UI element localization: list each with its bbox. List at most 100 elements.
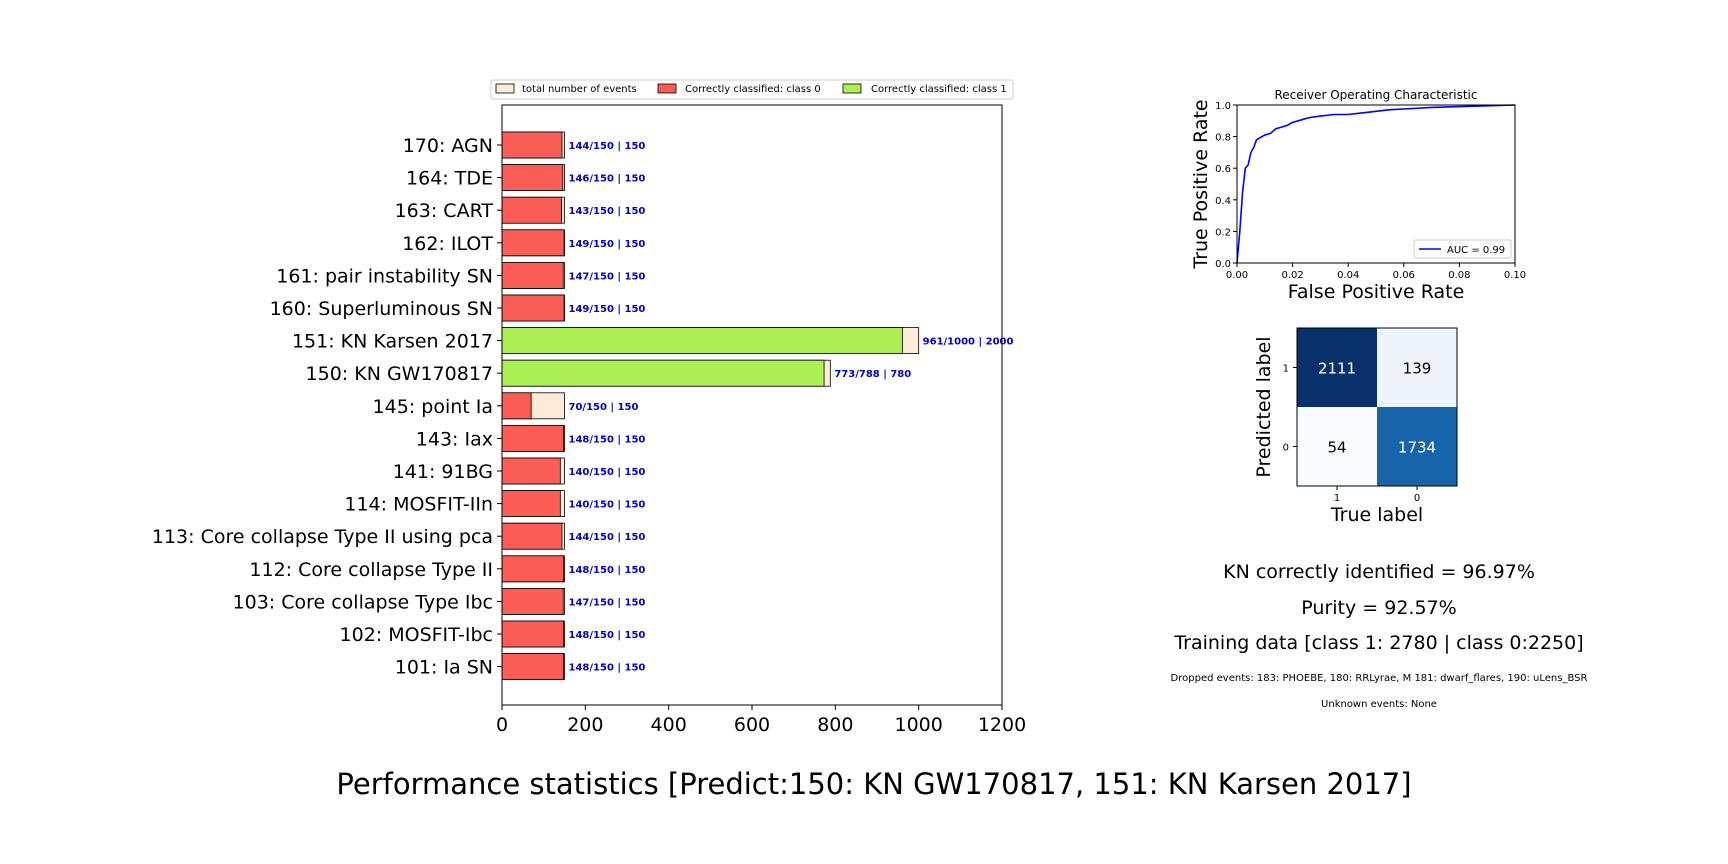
bar-class0 [501,196,562,224]
bar-value-label: 961/1000 | 2000 [923,337,1014,348]
cm-y-tick-label: 1 [1283,364,1289,375]
stat-unknown: Unknown events: None [1321,699,1437,710]
bar-value-label: 140/150 | 150 [569,467,646,478]
cm-xlabel: True label [1330,504,1423,526]
roc-legend-label: AUC = 0.99 [1447,245,1505,256]
roc-y-tick-label: 1.0 [1215,101,1231,112]
bar-category-label: 162: ILOT [402,233,493,255]
cm-cell-value: 2111 [1318,360,1356,378]
cm-ylabel: Predicted label [1253,336,1275,477]
cm-cell [1377,328,1457,407]
bar-value-label: 140/150 | 150 [569,500,646,511]
bar-value-label: 146/150 | 150 [569,174,646,185]
bar-category-label: 163: CART [395,200,494,222]
cm-cell-value: 1734 [1398,439,1436,457]
bar-class0 [501,620,565,648]
figure-suptitle: Performance statistics [Predict:150: KN … [336,767,1411,801]
roc-ylabel: True Positive Rate [1190,99,1212,269]
stat-kn-identified: KN correctly identified = 96.97% [1223,561,1535,583]
confusion-matrix: 2111 139 54 1734 1 0 1 0 True label Predicted … [1253,327,1458,526]
bar-value-label: 144/150 | 150 [569,532,646,543]
bar-class0 [501,261,564,289]
roc-y-tick-label: 0.8 [1215,133,1231,144]
bar-chart: 170: AGN 164: TDE 163: CART 162: ILOT 161: p… [152,79,1026,736]
bar-category-label: 161: pair instability SN [276,265,493,287]
roc-x-tick-label: 0.02 [1281,270,1303,281]
bar-x-tick-label: 0 [496,714,508,736]
bar-x-tick-label: 1200 [978,714,1026,736]
bar-x-tick-label: 800 [817,714,853,736]
bar-value-label: 148/150 | 150 [569,565,646,576]
bar-value-label: 144/150 | 150 [569,141,646,152]
bar-category-label: 170: AGN [403,135,493,157]
roc-x-tick-label: 0.06 [1393,270,1415,281]
cm-cells: 2111 139 54 1734 [1297,328,1457,486]
roc-plot-bg [1237,105,1515,263]
legend-label-class0: Correctly classified: class 0 [685,84,821,95]
bar-x-tick-label: 600 [734,714,770,736]
bar-value-label: 149/150 | 150 [569,239,646,250]
cm-cell [1377,407,1457,486]
roc-legend: AUC = 0.99 [1413,239,1512,259]
bar-value-label: 148/150 | 150 [569,630,646,641]
bar-value-label: 143/150 | 150 [569,206,646,217]
cm-frame [1296,327,1458,487]
bar-legend: total number of events Correctly classif… [490,79,1014,100]
cm-y-tick-label: 0 [1283,443,1289,454]
bar-class0 [501,229,565,257]
bar-category-label: 112: Core collapse Type II [249,559,493,581]
roc-xlabel: False Positive Rate [1288,281,1465,303]
bar-category-label: 160: Superluminous SN [270,298,493,320]
roc-curve [1236,104,1516,264]
bar-class0 [501,457,561,485]
bar-series-group [501,131,920,680]
bar-class0 [501,424,565,452]
bar-category-label: 102: MOSFIT-Ibc [340,624,493,646]
bar-class0 [501,588,564,615]
roc-legend-box [1413,239,1512,259]
bar-x-tick-label: 400 [651,714,687,736]
bar-value-labels: 144/150 | 150 146/150 | 150 143/150 | 150 1… [569,141,1014,674]
roc-y-ticks: 0.0 0.2 0.4 0.6 0.8 1.0 [1215,101,1237,270]
legend-swatch-total [495,83,515,94]
stat-purity: Purity = 92.57% [1301,597,1456,619]
bar-class1 [501,359,825,387]
bar-category-label: 113: Core collapse Type II using pca [152,526,493,548]
bar-category-label: 164: TDE [406,168,493,190]
bar-category-label: 103: Core collapse Type Ibc [233,591,493,613]
cm-cell-value: 139 [1403,360,1432,378]
bar-value-label: 148/150 | 150 [569,434,646,445]
bar-value-label: 773/788 | 780 [834,369,911,380]
bar-class0 [501,490,561,518]
stat-training: Training data [class 1: 2780 | class 0:2… [1173,632,1583,654]
bar-category-label: 143: Iax [416,428,493,450]
legend-label-total: total number of events [522,84,637,95]
bar-x-tick-label: 200 [567,714,603,736]
legend-box [490,79,1014,100]
bar-category-label: 141: 91BG [393,461,493,483]
bar-category-label: 150: KN GW170817 [306,363,493,385]
bar-class0 [501,392,532,420]
roc-x-tick-label: 0.00 [1226,270,1248,281]
bar-value-label: 70/150 | 150 [569,402,639,413]
bar-class0 [501,294,565,322]
roc-x-tick-label: 0.08 [1448,270,1470,281]
bar-value-label: 147/150 | 150 [569,597,646,608]
cm-ticks: 1 0 1 0 [1283,364,1421,505]
legend-label-class1: Correctly classified: class 1 [871,84,1007,95]
roc-x-tick-label: 0.04 [1337,270,1359,281]
bar-category-labels: 170: AGN 164: TDE 163: CART 162: ILOT 161: p… [152,135,502,679]
bar-value-label: 149/150 | 150 [569,304,646,315]
bar-class0 [501,653,565,680]
bar-category-label: 114: MOSFIT-IIn [344,494,493,516]
bar-category-label: 145: point Ia [373,396,493,418]
cm-cell [1297,328,1377,407]
bar-class0 [501,131,563,159]
roc-y-tick-label: 0.4 [1215,196,1231,207]
bar-class0 [501,555,565,583]
cm-cell [1297,407,1377,486]
roc-y-tick-label: 0.6 [1215,164,1231,175]
stat-dropped: Dropped events: 183: PHOEBE, 180: RRLyra… [1171,673,1588,684]
roc-title: Receiver Operating Characteristic [1274,88,1477,102]
